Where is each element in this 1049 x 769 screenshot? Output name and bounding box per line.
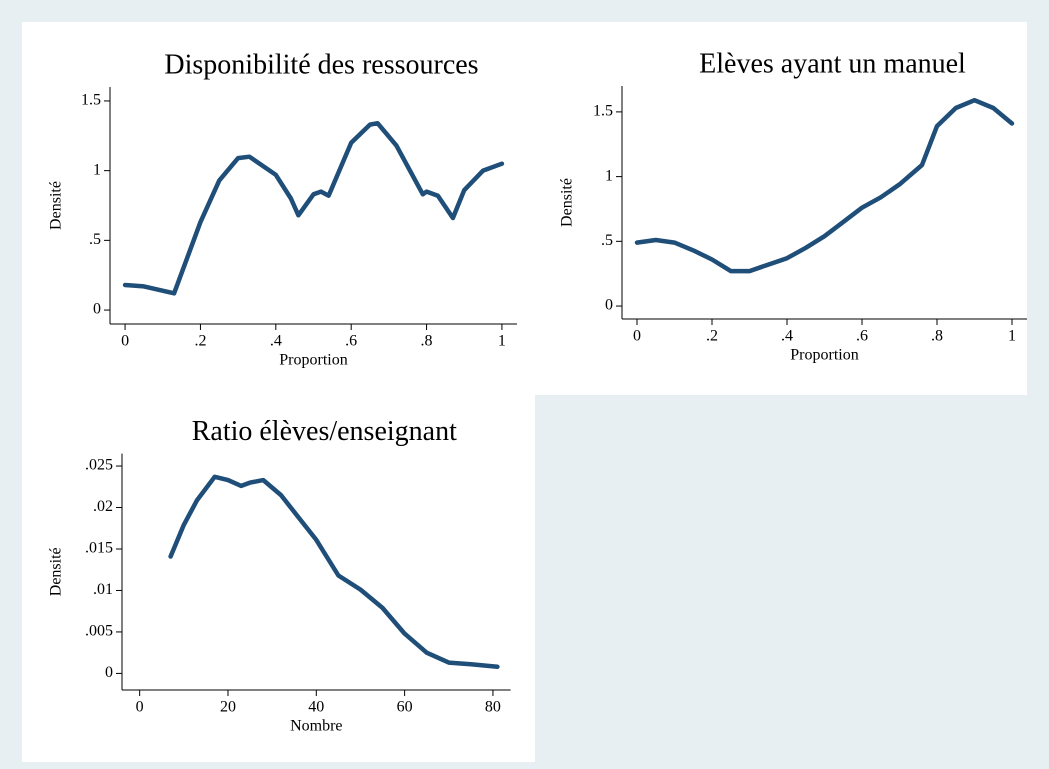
y-tick-label: 0: [93, 301, 101, 318]
x-axis-title: Proportion: [279, 352, 347, 369]
x-tick-label: .8: [931, 328, 943, 345]
x-tick-label: .2: [194, 333, 206, 350]
x-tick-label: 60: [397, 699, 413, 716]
y-tick-label: .5: [89, 231, 101, 248]
y-tick-label: 1.5: [81, 92, 101, 109]
y-axis-title: Densité: [559, 178, 576, 227]
chart-title: Ratio élèves/enseignant: [192, 416, 457, 447]
x-tick-label: 0: [136, 699, 144, 716]
y-tick-label: .5: [601, 232, 613, 249]
x-tick-label: .6: [856, 328, 868, 345]
y-axis-title: Densité: [48, 181, 65, 230]
x-tick-label: .8: [421, 333, 433, 350]
y-tick-label: 1: [605, 167, 613, 184]
x-tick-label: 0: [121, 333, 129, 350]
x-tick-label: 0: [633, 328, 641, 345]
x-tick-label: 40: [308, 699, 324, 716]
y-tick-label: .025: [85, 457, 113, 474]
density-line: [634, 97, 1015, 274]
y-tick-label: 1.5: [593, 103, 613, 120]
y-axis-title: Densité: [48, 547, 65, 596]
panel: [22, 395, 535, 762]
density-line: [122, 120, 505, 296]
chart-title: Disponibilité des ressources: [164, 49, 478, 80]
x-tick-label: .6: [345, 333, 357, 350]
y-tick-label: 1: [93, 161, 101, 178]
chart-title: Elèves ayant un manuel: [699, 48, 966, 79]
y-tick-label: .02: [93, 498, 113, 515]
x-tick-label: .4: [781, 328, 793, 345]
x-axis-title: Proportion: [790, 347, 858, 364]
panel: [535, 22, 1027, 395]
y-tick-label: 0: [105, 664, 113, 681]
panel: [22, 22, 535, 395]
density-line: [168, 474, 500, 670]
x-tick-label: 1: [1008, 328, 1016, 345]
x-tick-label: 20: [220, 699, 236, 716]
x-tick-label: 1: [498, 333, 506, 350]
x-axis-title: Nombre: [290, 718, 342, 735]
x-tick-label: .2: [706, 328, 718, 345]
x-tick-label: .4: [270, 333, 282, 350]
y-tick-label: 0: [605, 297, 613, 314]
y-tick-label: .015: [85, 540, 113, 557]
y-tick-label: .005: [85, 623, 113, 640]
y-tick-label: .01: [93, 581, 113, 598]
x-tick-label: 80: [485, 699, 501, 716]
